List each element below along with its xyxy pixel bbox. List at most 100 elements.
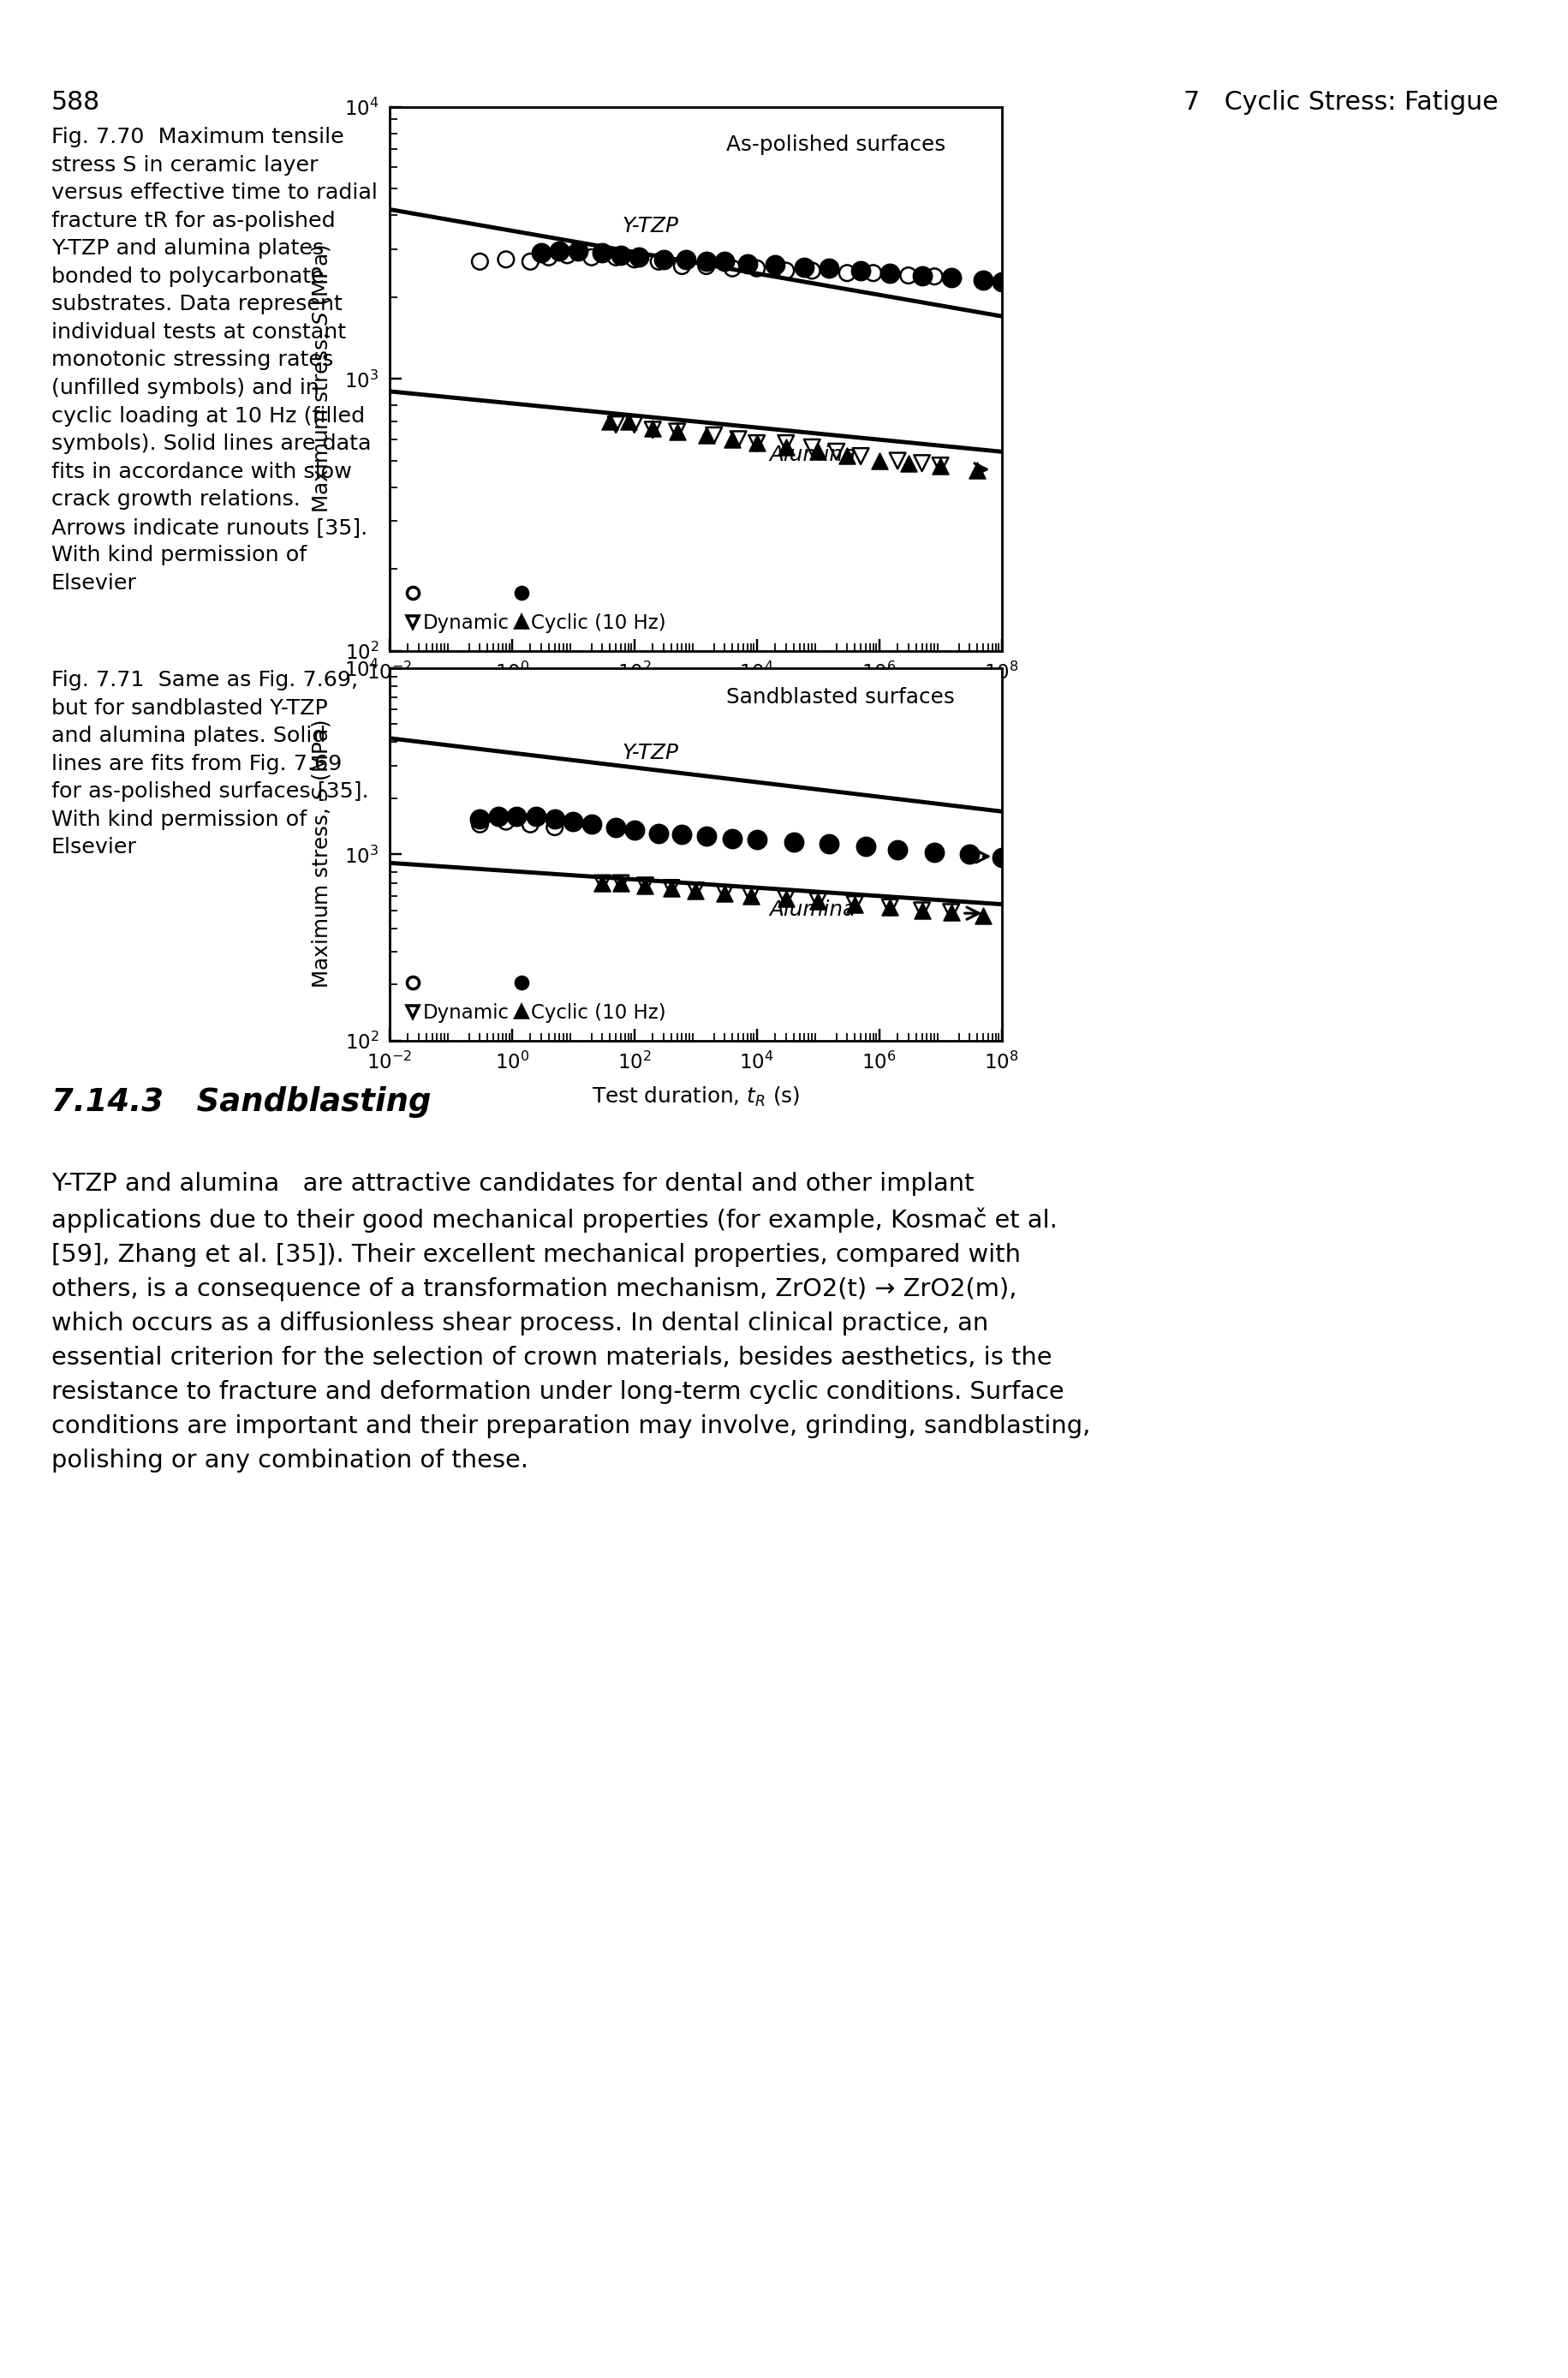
Point xyxy=(989,262,1014,300)
Point xyxy=(590,235,615,273)
Point xyxy=(815,825,840,863)
Point xyxy=(604,809,629,847)
Point xyxy=(762,247,787,285)
Point xyxy=(673,240,698,278)
Point xyxy=(745,423,770,461)
Point xyxy=(806,882,831,920)
Text: Y-TZP: Y-TZP xyxy=(622,216,679,235)
Point xyxy=(590,863,615,901)
Point xyxy=(815,250,840,288)
Point xyxy=(670,816,695,854)
Legend: , Dynamic, , Cyclic (10 Hz): , Dynamic, , Cyclic (10 Hz) xyxy=(400,575,674,642)
Point xyxy=(792,247,817,285)
Point xyxy=(800,252,825,290)
Point xyxy=(720,250,745,288)
Point xyxy=(560,804,585,842)
Point xyxy=(773,428,798,466)
Point xyxy=(640,411,665,449)
Point xyxy=(632,866,657,904)
Point xyxy=(693,416,718,454)
Point xyxy=(579,238,604,276)
Point xyxy=(895,445,920,483)
Point xyxy=(938,259,963,297)
Point xyxy=(467,243,492,281)
Text: As-polished surfaces: As-polished surfaces xyxy=(726,133,946,155)
Point xyxy=(745,423,770,461)
Point xyxy=(773,423,798,461)
Legend: , Dynamic, , Cyclic (10 Hz): , Dynamic, , Cyclic (10 Hz) xyxy=(400,965,674,1032)
Point xyxy=(608,863,633,901)
Point xyxy=(773,880,798,918)
Point xyxy=(579,806,604,844)
Point xyxy=(823,433,848,471)
X-axis label: Test duration, $t_R$ (s): Test duration, $t_R$ (s) xyxy=(591,694,800,718)
Text: Fig. 7.70  Maximum tensile
stress S in ceramic layer
versus effective time to ra: Fig. 7.70 Maximum tensile stress S in ce… xyxy=(52,126,378,594)
Text: Alumina: Alumina xyxy=(768,899,856,920)
Point xyxy=(909,892,935,930)
Point xyxy=(646,243,671,281)
Point xyxy=(665,414,690,452)
Point xyxy=(528,235,554,273)
Point xyxy=(745,250,770,288)
Point xyxy=(877,254,902,292)
Point xyxy=(956,835,982,873)
Text: 588: 588 xyxy=(52,90,100,114)
Text: Y-TZP and alumina   are attractive candidates for dental and other implant
appli: Y-TZP and alumina are attractive candida… xyxy=(52,1172,1090,1472)
Point xyxy=(922,832,947,870)
Text: Y-TZP: Y-TZP xyxy=(622,742,679,763)
Point xyxy=(720,421,745,459)
Point xyxy=(467,806,492,844)
Point xyxy=(543,799,568,837)
Point xyxy=(517,806,543,844)
Point xyxy=(646,813,671,851)
Point xyxy=(659,868,684,906)
Point xyxy=(928,447,953,485)
Point xyxy=(739,877,764,916)
Point xyxy=(505,797,530,835)
Point xyxy=(543,809,568,847)
Point xyxy=(632,866,657,904)
Point xyxy=(877,889,902,927)
Text: Alumina: Alumina xyxy=(768,445,856,464)
Point xyxy=(848,252,873,290)
Point xyxy=(467,799,492,837)
Point xyxy=(536,238,561,276)
Point xyxy=(693,818,718,856)
Point xyxy=(781,823,806,861)
Point xyxy=(621,811,646,849)
Point xyxy=(773,880,798,918)
Point xyxy=(734,245,759,283)
Point xyxy=(909,445,935,483)
Point xyxy=(909,257,935,295)
Point xyxy=(494,240,519,278)
Point xyxy=(928,447,953,485)
Point xyxy=(640,409,665,447)
Point xyxy=(712,243,737,281)
Point xyxy=(773,252,798,290)
Point xyxy=(486,797,511,835)
Point xyxy=(693,243,718,281)
Point xyxy=(651,240,676,278)
Point xyxy=(971,897,996,935)
Point xyxy=(494,804,519,842)
Point xyxy=(590,863,615,901)
Point xyxy=(659,868,684,906)
Point xyxy=(566,233,591,271)
Point xyxy=(861,254,886,292)
Text: Fig. 7.71  Same as Fig. 7.69,
but for sandblasted Y-TZP
and alumina plates. Soli: Fig. 7.71 Same as Fig. 7.69, but for san… xyxy=(52,671,368,858)
X-axis label: Test duration, $t_R$ (s): Test duration, $t_R$ (s) xyxy=(591,1084,800,1108)
Point xyxy=(806,882,831,920)
Point xyxy=(745,820,770,858)
Point xyxy=(712,875,737,913)
Point xyxy=(608,235,633,273)
Y-axis label: Maximum stress, $S$ (MPa): Maximum stress, $S$ (MPa) xyxy=(310,245,332,514)
Point xyxy=(867,442,892,480)
Point xyxy=(712,875,737,913)
Point xyxy=(884,830,909,868)
Point xyxy=(604,238,629,276)
Point xyxy=(884,442,909,480)
Point xyxy=(922,257,947,295)
Point xyxy=(616,402,641,440)
Point xyxy=(842,885,867,923)
Point xyxy=(597,402,622,440)
